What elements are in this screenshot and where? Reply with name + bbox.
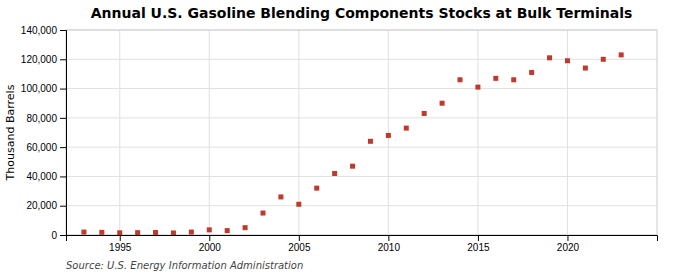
point (422, 111, 427, 116)
x-axis-tick-mark (388, 235, 389, 241)
x-axis-tick: 2015 (467, 235, 490, 253)
x-axis-tick-label: 2005 (288, 242, 311, 253)
title: Annual U.S. Gasoline Blending Components… (91, 5, 633, 21)
y-axis-tick-label: 120,000 (21, 54, 58, 65)
y-axis-tick-mark (60, 235, 66, 236)
grid-line (66, 147, 657, 148)
x-axis-tick-label: 1995 (109, 242, 132, 253)
point (475, 85, 480, 90)
point (619, 52, 624, 57)
grid-line (66, 176, 657, 177)
grid-line (66, 88, 657, 89)
y-axis-tick: 120,000 (21, 54, 66, 65)
x-axis-tick-mark (209, 235, 210, 241)
point (368, 139, 373, 144)
x-axis-tick-mark (567, 235, 568, 241)
chart: 1995 2000 2005 2010 2015 2020 0 20,000 40,000 60,… (0, 0, 675, 275)
y-axis-tick-mark (60, 30, 66, 31)
y-axis-title: Thousand Barrels (4, 84, 17, 181)
plot: 1995 2000 2005 2010 2015 2020 0 20,000 40,000 60,… (21, 25, 658, 253)
x-axis-tick: 2020 (557, 235, 580, 253)
x-axis-tick-label: 2010 (378, 242, 401, 253)
grid-line (119, 30, 120, 235)
grid (66, 30, 657, 235)
point (189, 230, 194, 235)
point (601, 57, 606, 62)
y-axis-tick: 20,000 (26, 200, 66, 211)
point (81, 230, 86, 235)
y-axis-tick-mark (60, 147, 66, 148)
y-axis-tick: 140,000 (21, 25, 66, 36)
plot-frame (66, 30, 657, 235)
y-axis-tick: 100,000 (21, 83, 66, 94)
x-axis-tick-mark (478, 235, 479, 241)
point (314, 186, 319, 191)
point (171, 230, 176, 235)
x-axis-tick-mark (120, 235, 121, 241)
y-axis-tick-label: 140,000 (21, 25, 58, 36)
grid-line (209, 30, 210, 235)
point (529, 70, 534, 75)
point (296, 202, 301, 207)
y-axis-tick: 60,000 (26, 142, 66, 153)
y-axis-tick: 0 (51, 230, 66, 241)
point (117, 230, 122, 235)
point (404, 126, 409, 131)
y-axis-tick: 40,000 (26, 171, 66, 182)
point (493, 76, 498, 81)
point (511, 77, 516, 82)
y-axis-line (60, 31, 67, 236)
y-axis-tick-mark (60, 176, 66, 177)
y-axis-tick-label: 60,000 (26, 142, 57, 153)
point (207, 227, 212, 232)
x-axis: 1995 2000 2005 2010 2015 2020 (67, 235, 658, 253)
y-axis-tick-label: 100,000 (21, 83, 58, 94)
grid-line (388, 30, 389, 235)
grid-line (477, 30, 478, 235)
y-axis: 0 20,000 40,000 60,000 80,000 100,000 120,000 1… (21, 25, 67, 241)
point (99, 230, 104, 235)
x-axis-line (67, 236, 658, 242)
y-axis-tick-label: 80,000 (26, 113, 57, 124)
point (350, 164, 355, 169)
grid-line (66, 117, 657, 118)
y-axis-tick-mark (60, 89, 66, 90)
x-axis-tick: 1995 (109, 235, 132, 253)
y-axis-tick: 80,000 (26, 113, 66, 124)
y-axis-tick-label: 0 (51, 230, 57, 241)
x-axis-tick-label: 2020 (557, 242, 580, 253)
point (278, 194, 283, 199)
y-axis-tick-label: 20,000 (26, 200, 57, 211)
point (153, 230, 158, 235)
point (440, 101, 445, 106)
y-axis-tick-mark (60, 118, 66, 119)
points (81, 52, 623, 235)
x-axis-tick: 2000 (199, 235, 222, 253)
point (583, 66, 588, 71)
point (261, 211, 266, 216)
point (135, 230, 140, 235)
x-axis-tick-label: 2015 (467, 242, 490, 253)
point (225, 228, 230, 233)
y-axis-tick-mark (60, 59, 66, 60)
y-axis-tick-mark (60, 206, 66, 207)
x-axis-tick-label: 2000 (199, 242, 222, 253)
point (458, 77, 463, 82)
point (565, 58, 570, 63)
point (547, 55, 552, 60)
x-axis-tick: 2005 (288, 235, 311, 253)
grid-line (66, 205, 657, 206)
x-axis-tick: 2010 (378, 235, 401, 253)
point (386, 133, 391, 138)
point (243, 225, 248, 230)
point (332, 171, 337, 176)
y-axis-tick-label: 40,000 (26, 171, 57, 182)
annotation: Source: U.S. Energy Information Administ… (66, 260, 303, 271)
x-axis-tick-mark (299, 235, 300, 241)
